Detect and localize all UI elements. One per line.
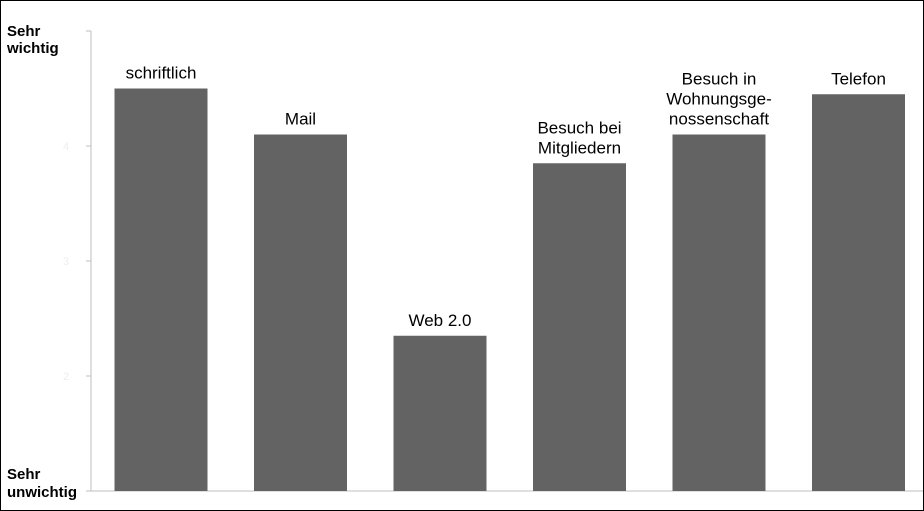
bar-label-line: Wohnungsge-: [666, 90, 772, 109]
y-axis-bottom-label-line: unwichtig: [7, 484, 77, 501]
bar-label-line: Web 2.0: [408, 311, 471, 330]
bar-label: Besuch bei Mitgliedern: [537, 118, 621, 157]
bar-label: schriftlich: [126, 64, 197, 83]
bar-label: Besuch in Wohnungsge-nossenschaft: [666, 70, 772, 129]
bar: [812, 94, 905, 491]
bar-label: Mail: [285, 110, 316, 129]
bar-label-line: Besuch bei: [537, 118, 621, 137]
y-axis-bottom-label: Sehr unwichtig: [7, 466, 77, 501]
bar-label: Telefon: [831, 69, 886, 88]
bar-label-line: schriftlich: [126, 64, 197, 83]
bar: [114, 88, 208, 491]
bar-label-line: Besuch in: [682, 70, 757, 89]
bar-label-line: Mitgliedern: [538, 138, 621, 157]
bar: [672, 134, 766, 491]
bar: [393, 335, 487, 491]
y-tick-label: 4: [63, 141, 69, 153]
bar: [533, 163, 626, 491]
bar-label-line: Mail: [285, 110, 316, 129]
y-axis-bottom-label-line: Sehr: [7, 466, 41, 483]
bar: [254, 134, 347, 491]
y-tick-label: 2: [63, 371, 69, 383]
bar-label-line: nossenschaft: [669, 110, 769, 129]
y-axis-top-label-line: Sehr: [7, 23, 41, 40]
bar-label: Web 2.0: [408, 311, 471, 330]
bar-label-line: Telefon: [831, 69, 886, 88]
y-tick-label: 3: [63, 256, 69, 268]
y-axis-top-label: Sehr wichtig: [6, 23, 59, 57]
y-axis-top-label-line: wichtig: [6, 40, 59, 57]
